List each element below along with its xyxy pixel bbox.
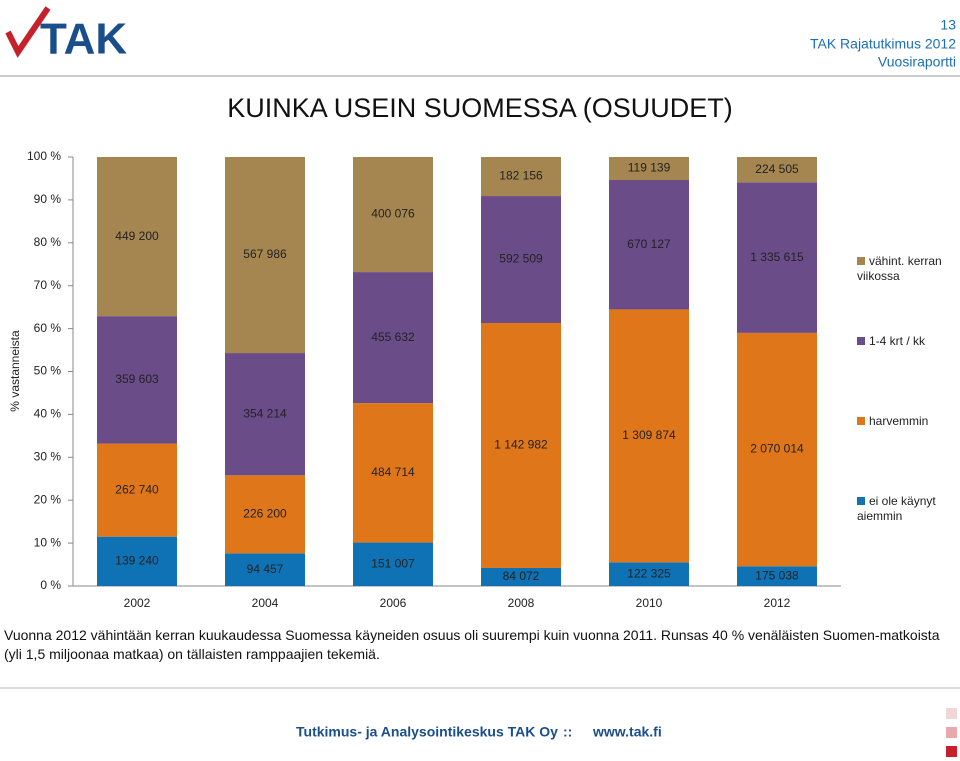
x-tick-label: 2002 [124,596,151,610]
legend-label: ei ole käynyt aiemmin [857,494,936,523]
legend-label: vähint. kerran viikossa [857,254,942,283]
bar-segment [737,157,817,183]
bar-segment [481,196,561,324]
legend-swatch [857,497,865,505]
bar-segment [353,403,433,543]
data-label: 226 200 [243,507,287,521]
data-label: 449 200 [115,229,159,243]
bar-segment [609,157,689,181]
footer-url: www.tak.fi [592,724,662,740]
data-label: 592 509 [499,252,543,266]
y-tick-label: 50 % [34,364,62,378]
data-label: 2 070 014 [750,442,804,456]
legend-entry: vähint. kerran viikossa [857,254,957,284]
chart-title: KUINKA USEIN SUOMESSA (OSUUDET) [227,93,733,123]
y-tick-label: 0 % [40,578,61,592]
deco [946,727,957,738]
data-label: 670 127 [627,237,671,251]
header-line: TAK Rajatutkimus 2012 [810,36,956,52]
data-label: 224 505 [755,162,799,176]
footer-sep: :: [563,724,572,740]
y-tick-label: 80 % [34,235,62,249]
logo: TAK [40,15,127,64]
bar-segment [97,443,177,537]
bar-segment [737,566,817,586]
data-label: 182 156 [499,169,543,183]
data-label: 151 007 [371,556,415,570]
bar-segment [225,353,305,476]
bar-segment [225,475,305,554]
data-label: 262 740 [115,482,159,496]
x-tick-label: 2004 [252,596,279,610]
y-axis-label: % vastanneista [8,330,22,412]
bar-segment [609,180,689,310]
caption: Vuonna 2012 vähintään kerran kuukaudessa… [4,627,940,662]
data-label: 94 457 [247,562,284,576]
bar-segment [737,332,817,567]
legend-swatch [857,417,865,425]
y-tick-label: 70 % [34,278,62,292]
bar-segment [481,323,561,568]
data-label: 119 139 [628,161,671,175]
logo-check [5,6,51,58]
data-label: 484 714 [371,465,415,479]
footer-org: Tutkimus- ja Analysointikeskus TAK Oy [296,724,558,740]
bar-segment [737,182,817,333]
bar-segment [97,536,177,586]
y-tick-label: 60 % [34,321,62,335]
x-tick-label: 2006 [380,596,407,610]
legend-label: harvemmin [869,414,929,428]
data-label: 84 072 [503,569,540,583]
page-number: 13 [940,17,956,33]
y-tick-label: 40 % [34,407,62,421]
data-label: 1 142 982 [494,438,548,452]
bar-segment [97,157,177,317]
bar-segment [609,562,689,586]
data-label: 400 076 [371,207,415,221]
legend-entry: ei ole käynyt aiemmin [857,494,957,524]
bar-segment [609,309,689,563]
deco [946,708,957,719]
legend-label: 1-4 krt / kk [869,334,926,348]
bar-segment [353,272,433,404]
data-label: 359 603 [115,372,159,386]
bar-segment [353,542,433,586]
y-tick-label: 100 % [27,149,61,163]
header-line: Vuosiraportti [878,54,956,70]
y-tick-label: 90 % [34,192,62,206]
y-tick-label: 10 % [34,535,62,549]
data-label: 175 038 [755,568,799,582]
y-tick-label: 30 % [34,449,62,463]
legend-swatch [857,337,865,345]
x-tick-label: 2012 [764,596,791,610]
data-label: 567 986 [243,247,287,261]
x-tick-label: 2010 [636,596,663,610]
bar-segment [225,553,305,586]
data-label: 139 240 [115,554,159,568]
data-label: 455 632 [371,330,415,344]
x-tick-label: 2008 [508,596,535,610]
legend-entry: 1-4 krt / kk [857,334,957,349]
data-label: 122 325 [627,566,671,580]
bar-segment [481,157,561,197]
bar-segment [353,157,433,273]
data-label: 1 335 615 [750,250,804,264]
legend-swatch [857,257,865,265]
bar-segment [225,157,305,354]
data-label: 1 309 874 [622,428,676,442]
bar-segment [97,316,177,444]
bar-segment [481,567,561,586]
deco [946,746,957,757]
legend-entry: harvemmin [857,414,957,429]
data-label: 354 214 [243,406,287,420]
y-tick-label: 20 % [34,492,62,506]
